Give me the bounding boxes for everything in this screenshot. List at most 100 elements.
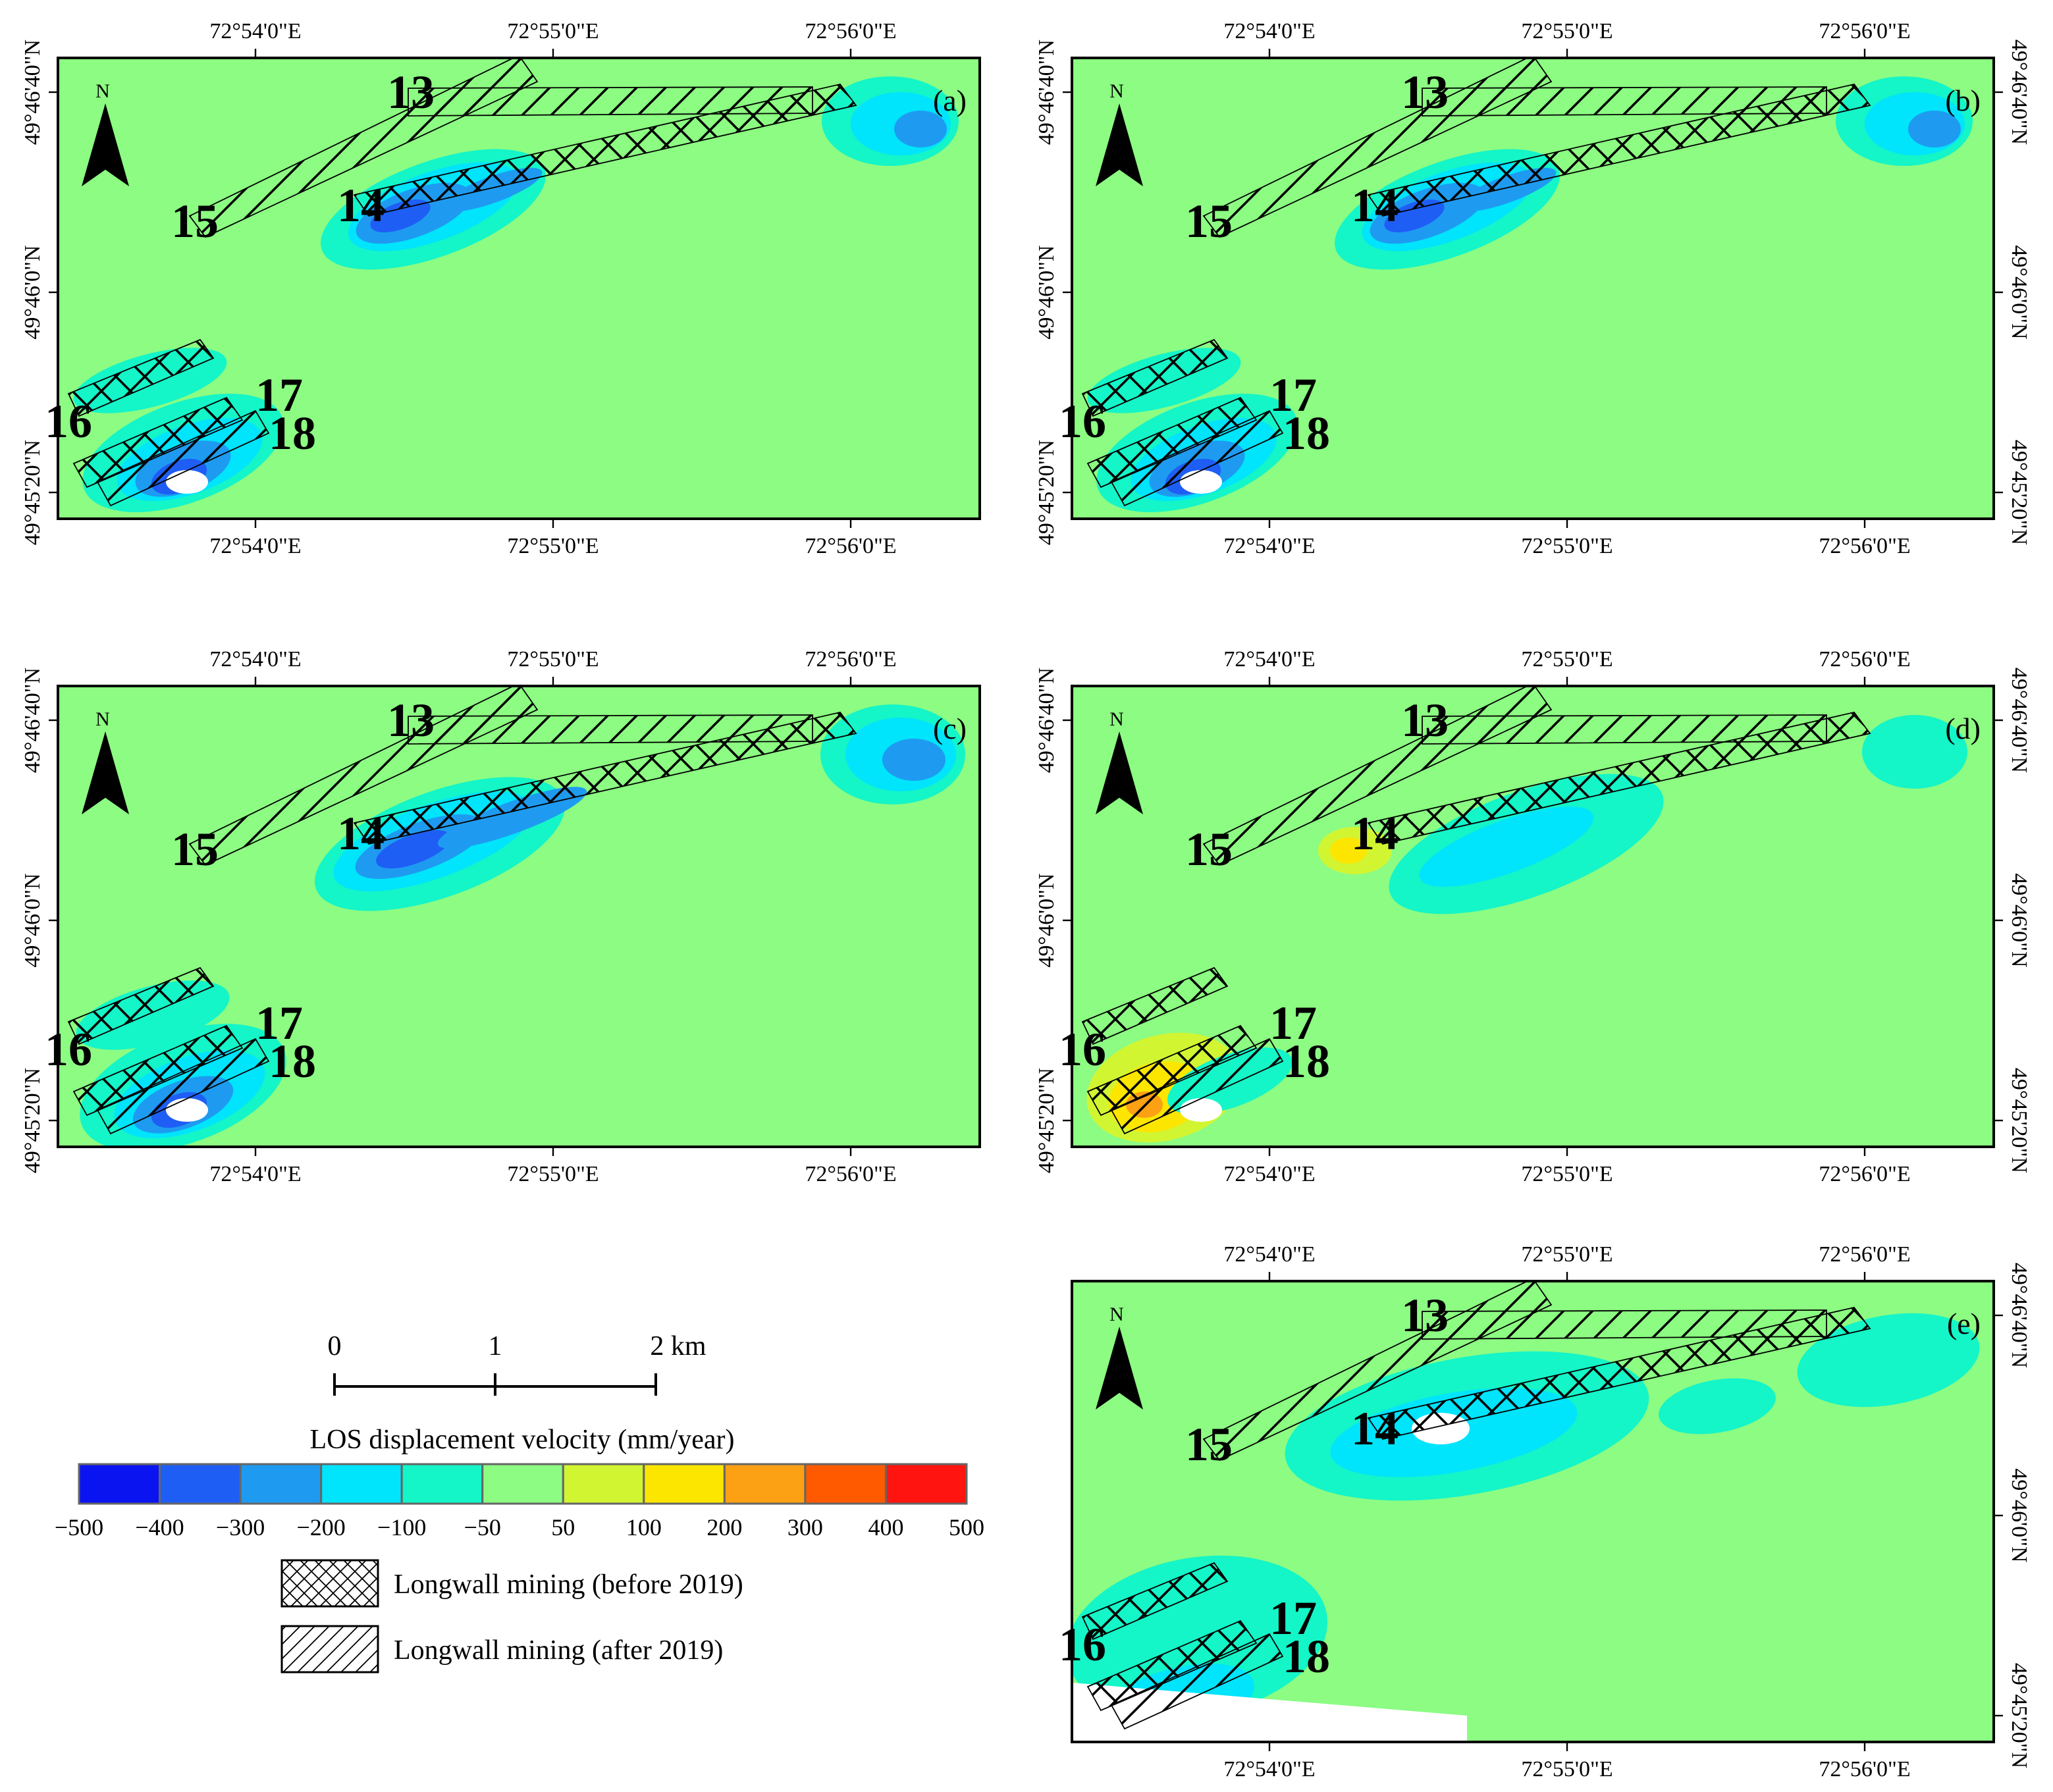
deformation-blob bbox=[1330, 837, 1367, 864]
deformation-blob bbox=[894, 111, 947, 147]
lat-tick-label-right: 49°46'40"N bbox=[2007, 40, 2031, 145]
colorbar-tick-label: 100 bbox=[626, 1514, 662, 1541]
lat-tick-label-left: 49°46'0"N bbox=[20, 873, 45, 967]
longwall-label-18: 18 bbox=[1283, 1035, 1330, 1088]
colorbar-bin bbox=[723, 1463, 807, 1505]
colorbar-tick-label: −400 bbox=[135, 1514, 184, 1541]
map-panel-e-raster bbox=[1072, 1281, 1994, 1742]
longwall-label-17: 17 bbox=[1269, 369, 1317, 421]
longwall-label-16: 16 bbox=[45, 1023, 92, 1076]
colorbar-tick-label: −300 bbox=[216, 1514, 265, 1541]
lat-tick-label-left: 49°46'0"N bbox=[20, 245, 45, 339]
lon-tick-label-bottom: 72°55'0"E bbox=[1521, 534, 1613, 558]
north-label: N bbox=[1109, 708, 1124, 730]
lon-tick-label-top: 72°56'0"E bbox=[805, 19, 896, 43]
colorbar-tick-label: 200 bbox=[707, 1514, 742, 1541]
hatch-after-swatch bbox=[280, 1625, 379, 1673]
hatch-after-label: Longwall mining (after 2019) bbox=[394, 1635, 723, 1666]
longwall-label-13: 13 bbox=[1401, 66, 1449, 119]
longwall-panel-15 bbox=[1202, 686, 1553, 866]
scale-bar-label-0: 0 bbox=[328, 1331, 342, 1361]
colorbar-tick-label: −50 bbox=[464, 1514, 501, 1541]
lon-tick-label-top: 72°55'0"E bbox=[507, 647, 599, 672]
lon-tick-label-top: 72°56'0"E bbox=[1819, 19, 1910, 43]
longwall-panel-16 bbox=[67, 338, 215, 417]
lon-tick-label-bottom: 72°54'0"E bbox=[1223, 1757, 1315, 1781]
longwall-panel-18 bbox=[1110, 1633, 1284, 1730]
colorbar-tick-label: 50 bbox=[551, 1514, 575, 1541]
hatch-before-label: Longwall mining (before 2019) bbox=[394, 1569, 743, 1600]
lat-tick-label-left: 49°46'40"N bbox=[20, 668, 45, 773]
legend-item-after: Longwall mining (after 2019) bbox=[280, 1625, 723, 1673]
lon-tick-label-bottom: 72°56'0"E bbox=[1819, 1757, 1910, 1781]
colorbar-bin bbox=[562, 1463, 645, 1505]
longwall-label-14: 14 bbox=[1351, 807, 1399, 860]
lat-tick-label-left: 49°46'40"N bbox=[1034, 40, 1059, 145]
longwall-panel-15 bbox=[188, 686, 539, 866]
panel-label-c: (c) bbox=[933, 712, 967, 745]
lat-tick-label-left: 49°46'40"N bbox=[1034, 668, 1059, 773]
deformation-blob bbox=[1862, 715, 1967, 789]
lon-tick-label-top: 72°55'0"E bbox=[1521, 647, 1613, 672]
colorbar-bin bbox=[320, 1463, 403, 1505]
map-panel-a-raster bbox=[58, 58, 980, 519]
colorbar-tick-label: 500 bbox=[949, 1514, 984, 1541]
legend: 0 1 2 km LOS displacement velocity (mm/y… bbox=[55, 1331, 984, 1673]
hatch-before-swatch bbox=[280, 1559, 379, 1608]
longwall-label-14: 14 bbox=[337, 179, 385, 232]
colorbar-title: LOS displacement velocity (mm/year) bbox=[310, 1425, 735, 1455]
longwall-label-18: 18 bbox=[269, 407, 316, 460]
scale-bar-label-2: 2 km bbox=[650, 1331, 707, 1361]
longwall-label-16: 16 bbox=[1059, 395, 1106, 448]
lat-tick-label-left: 49°45'20"N bbox=[1034, 1068, 1059, 1173]
longwall-label-16: 16 bbox=[1059, 1023, 1106, 1076]
lon-tick-label-top: 72°56'0"E bbox=[1819, 1242, 1910, 1267]
panel-label-a: (a) bbox=[933, 84, 967, 117]
colorbar-tick-label: 400 bbox=[868, 1514, 903, 1541]
colorbar-bin bbox=[481, 1463, 564, 1505]
map-frame bbox=[57, 685, 981, 1148]
lon-tick-label-bottom: 72°54'0"E bbox=[209, 534, 301, 558]
lon-tick-label-top: 72°54'0"E bbox=[209, 647, 301, 672]
longwall-label-13: 13 bbox=[1401, 1289, 1449, 1342]
colorbar: −500 −400 −300 −200 −100 −50 50 100 200 300 400 500 bbox=[55, 1463, 984, 1541]
lon-tick-label-bottom: 72°55'0"E bbox=[1521, 1757, 1613, 1781]
scale-bar-label-1: 1 bbox=[489, 1331, 502, 1361]
lat-tick-label-left: 49°45'20"N bbox=[1034, 440, 1059, 545]
deformation-blob bbox=[370, 199, 431, 232]
lon-tick-label-bottom: 72°55'0"E bbox=[1521, 1162, 1613, 1186]
colorbar-bin bbox=[78, 1463, 161, 1505]
longwall-panel-14 bbox=[353, 711, 857, 845]
lon-tick-label-bottom: 72°56'0"E bbox=[1819, 1162, 1910, 1186]
longwall-label-13: 13 bbox=[387, 694, 435, 747]
deformation-blob bbox=[76, 980, 230, 1050]
deformation-blob bbox=[1384, 199, 1445, 232]
longwall-panel-18 bbox=[1110, 1038, 1284, 1135]
colorbar-bin bbox=[239, 1463, 323, 1505]
lon-tick-label-top: 72°55'0"E bbox=[1521, 19, 1613, 43]
longwall-label-15: 15 bbox=[1185, 195, 1233, 248]
longwall-panel-16 bbox=[1081, 1562, 1229, 1641]
longwall-label-18: 18 bbox=[1283, 407, 1330, 460]
deformation-blob bbox=[1419, 806, 1594, 887]
lat-tick-label-right: 49°46'0"N bbox=[2007, 1468, 2031, 1562]
colorbar-bin bbox=[643, 1463, 726, 1505]
lon-tick-label-top: 72°56'0"E bbox=[1819, 647, 1910, 672]
longwall-panel-18 bbox=[96, 1038, 270, 1135]
longwall-label-15: 15 bbox=[171, 823, 219, 876]
lat-tick-label-right: 49°45'20"N bbox=[2007, 1068, 2031, 1173]
deformation-blob bbox=[882, 739, 946, 781]
colorbar-tick-label: −200 bbox=[296, 1514, 345, 1541]
longwall-panel-15 bbox=[188, 58, 539, 238]
longwall-panel-16 bbox=[67, 966, 215, 1045]
longwall-label-14: 14 bbox=[1351, 1402, 1399, 1455]
map-panel-b-raster bbox=[1072, 58, 1994, 519]
longwall-panel-16 bbox=[1081, 338, 1229, 417]
